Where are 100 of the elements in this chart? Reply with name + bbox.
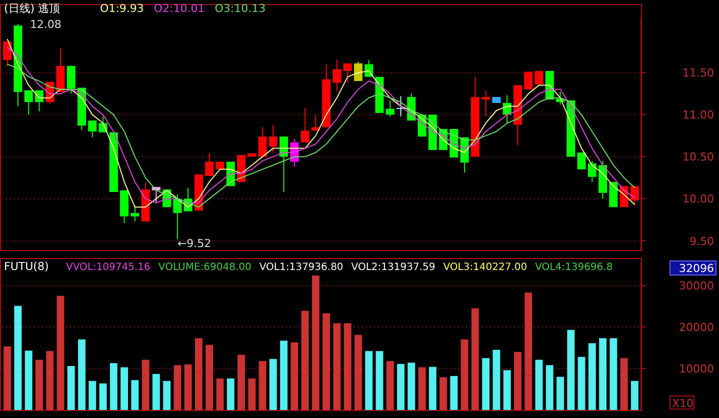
bar [610, 338, 618, 410]
bar [440, 377, 448, 410]
bar [503, 370, 511, 410]
annotation: VOL2:131937.59 [351, 262, 436, 273]
bar [35, 360, 43, 410]
candlestick [300, 107, 310, 143]
annotation: ←9.52 [177, 237, 212, 250]
bar [482, 358, 490, 410]
bar [206, 344, 214, 410]
bar [194, 338, 202, 410]
candlestick [258, 126, 267, 158]
bar [280, 340, 288, 410]
candlestick [173, 194, 182, 240]
bar [120, 367, 128, 410]
candlestick [24, 90, 33, 116]
y-tick-label: 30000 [679, 279, 714, 292]
bar [567, 330, 575, 410]
candlestick [482, 90, 490, 117]
bar [14, 306, 22, 410]
bar [450, 376, 458, 410]
y-tick-label: 20000 [679, 320, 714, 334]
y-tick-label: 10.00 [682, 192, 714, 206]
bar [376, 351, 384, 410]
annotation: VOL3:140227.00 [443, 262, 528, 273]
bar [301, 310, 309, 410]
bar [216, 378, 224, 410]
chart-title: (日线) 逃顶 [4, 2, 60, 15]
candlestick [386, 100, 394, 117]
bar [514, 352, 522, 410]
bar [78, 339, 86, 410]
annotation: 12.08 [30, 18, 62, 31]
bar [269, 358, 277, 410]
candlestick [268, 124, 278, 153]
bar [226, 378, 234, 410]
candlestick [524, 71, 533, 90]
y-tick-label: 10000 [679, 362, 714, 376]
bar [163, 380, 171, 410]
candlestick [205, 152, 214, 177]
bar [333, 323, 341, 410]
bar [46, 351, 54, 410]
bar [524, 292, 532, 410]
text: O3:10.13 [214, 2, 266, 15]
annotation: VOLUME:69048.00 [158, 262, 252, 273]
bar [258, 361, 266, 410]
bar [408, 362, 416, 410]
candlestick [588, 160, 596, 182]
bar [365, 351, 373, 410]
annotation: VVOL:109745.16 [66, 262, 150, 273]
candlestick [332, 60, 342, 92]
bar [556, 376, 564, 410]
candlestick [3, 41, 12, 66]
y-tick-label: 11.50 [682, 66, 714, 80]
candlestick [534, 70, 544, 85]
chart-title: FUTU(8) [4, 260, 49, 273]
bar [492, 350, 500, 410]
bar [174, 365, 182, 410]
text: X10 [672, 397, 694, 410]
bar [248, 378, 256, 410]
bar [386, 361, 394, 410]
bar [397, 364, 404, 410]
y-tick-label: 9.50 [690, 234, 714, 248]
bar [460, 339, 468, 410]
annotation: VOL4:139696.8 [535, 262, 613, 273]
bar [99, 383, 107, 410]
bar [418, 367, 426, 410]
bar [471, 308, 479, 410]
text: O2:10.01 [154, 2, 205, 15]
bar [578, 356, 586, 410]
bar [354, 334, 362, 410]
bar [4, 346, 12, 410]
bar [110, 363, 118, 410]
bar [599, 338, 607, 410]
candlestick [130, 204, 140, 222]
y-tick-label: 10.50 [682, 150, 714, 164]
bar [24, 350, 32, 410]
bar [546, 365, 554, 410]
bar [238, 354, 245, 410]
bar [88, 380, 96, 410]
y-tick-label: 11.00 [682, 108, 714, 122]
bar [535, 360, 543, 410]
bar [290, 342, 298, 410]
bar [184, 364, 192, 410]
candlestick [88, 120, 97, 138]
candlestick [630, 186, 639, 206]
text: O1:9.93 [100, 2, 144, 15]
bar [588, 343, 596, 410]
annotation: VOL1:137936.80 [259, 262, 344, 273]
bar [428, 366, 436, 410]
candlestick [364, 60, 374, 78]
bar [152, 374, 160, 410]
bar [142, 360, 150, 410]
bar [620, 358, 628, 410]
bar [344, 323, 352, 410]
bar [56, 296, 64, 410]
bar [630, 380, 638, 410]
candlestick [577, 152, 586, 170]
candlestick [66, 65, 76, 94]
candlestick [343, 62, 352, 84]
bar [131, 380, 139, 410]
text: 32096 [679, 262, 714, 275]
